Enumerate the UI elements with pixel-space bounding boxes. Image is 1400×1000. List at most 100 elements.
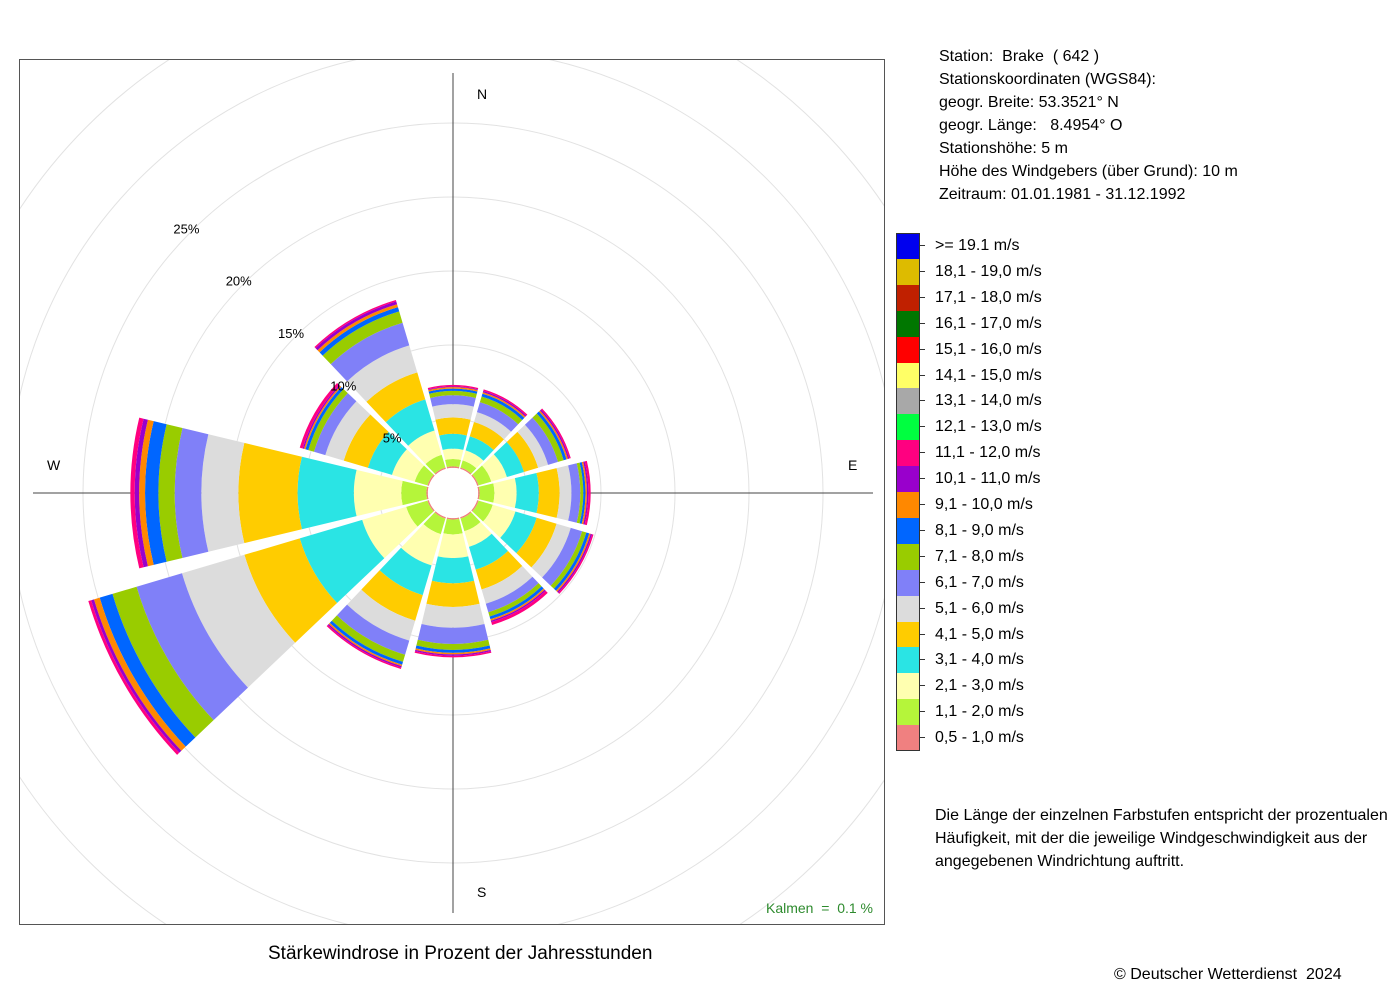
legend-swatch — [896, 621, 920, 648]
ring-label-25: 25% — [173, 221, 199, 236]
sector-wnw-class-4 — [367, 431, 407, 475]
sector-n-class-6 — [432, 404, 474, 420]
sector-ese-class-9 — [553, 532, 590, 591]
legend-label: 9,1 - 10,0 m/s — [935, 496, 1033, 513]
legend-label: 2,1 - 3,0 m/s — [935, 677, 1024, 695]
sector-sse-class-7 — [485, 576, 539, 613]
legend-tick — [920, 322, 925, 324]
legend-label: 16,1 - 17,0 m/s — [935, 314, 1042, 332]
sector-nne-class-8 — [479, 396, 523, 425]
sector-e-class-10 — [581, 461, 587, 525]
sector-sse-class-4 — [468, 533, 509, 570]
sector-w-class-8 — [158, 424, 183, 562]
sector-sse-class-5 — [475, 550, 523, 590]
sector-sse-class-8 — [488, 583, 542, 617]
legend-label: 10,1 - 11,0 m/s — [935, 470, 1041, 488]
sector-ssw-class-1 — [434, 511, 446, 519]
anemometer-height: Höhe des Windgebers (über Grund): 10 m — [939, 163, 1238, 180]
sector-ene-class-4 — [493, 442, 524, 478]
sector-nne-class-11 — [482, 390, 527, 417]
sector-w-class-6 — [201, 434, 245, 552]
sector-ese-class-7 — [542, 527, 583, 586]
legend-swatch — [896, 595, 920, 622]
legend-tick — [920, 659, 925, 661]
legend-item: 5,1 - 6,0 m/s — [896, 595, 1096, 622]
sector-e-class-3 — [493, 478, 517, 508]
sector-ene-class-7 — [524, 417, 559, 465]
sector-s-class-8 — [416, 639, 490, 650]
sector-nne-class-4 — [465, 436, 494, 461]
legend-tick — [920, 504, 925, 505]
chart-title: Stärkewindrose in Prozent der Jahresstun… — [268, 943, 653, 964]
legend-item: 4,1 - 5,0 m/s — [896, 621, 1096, 648]
station-coordinates-heading: Stationskoordinaten (WGS84): — [939, 71, 1156, 88]
legend-label: 12,1 - 13,0 m/s — [935, 418, 1042, 436]
legend-swatch — [896, 569, 920, 596]
sector-nne-class-1 — [460, 467, 472, 475]
sector-s-class-9 — [415, 645, 491, 653]
legend-label: 11,1 - 12,0 m/s — [935, 444, 1041, 462]
ring-label-5: 5% — [383, 431, 402, 446]
legend-label: 6,1 - 7,0 m/s — [935, 573, 1024, 591]
legend-label: 13,1 - 14,0 m/s — [935, 392, 1042, 410]
sector-nnw-class-5 — [366, 372, 426, 423]
legend-tick — [920, 711, 925, 713]
sector-s-class-4 — [431, 556, 475, 584]
sector-e-class-12 — [584, 460, 591, 526]
legend-label: >= 19.1 m/s — [935, 237, 1020, 254]
legend-label: 8,1 - 9,0 m/s — [935, 521, 1024, 539]
station-longitude: geogr. Länge: 8.4954° O — [939, 117, 1123, 134]
sector-ese-class-6 — [531, 523, 571, 578]
sector-ese-class-8 — [550, 531, 587, 589]
sector-nnw-class-9 — [319, 307, 400, 356]
legend-tick — [920, 400, 925, 402]
sector-nne-class-12 — [483, 389, 528, 416]
sector-ene-class-6 — [517, 424, 549, 468]
sector-nnw-class-8 — [322, 311, 403, 365]
sector-s-class-12 — [414, 651, 492, 658]
sector-nne-class-2 — [460, 460, 477, 474]
compass-label-south: S — [477, 884, 486, 900]
ring-label-15: 15% — [278, 326, 304, 341]
compass-label-east: E — [848, 457, 857, 473]
sector-ssw-class-6 — [347, 589, 416, 641]
sector-wnw-class-2 — [414, 465, 434, 486]
legend-tick — [920, 685, 925, 687]
legend-label: 5,1 - 6,0 m/s — [935, 599, 1024, 617]
sector-wsw-class-8 — [112, 586, 214, 738]
sector-wsw-class-2 — [406, 500, 434, 527]
sector-sse-class-1 — [460, 511, 472, 519]
sector-n-class-4 — [439, 433, 467, 450]
sector-nnw-class-7 — [330, 322, 410, 382]
station-elevation: Stationshöhe: 5 m — [939, 140, 1068, 157]
legend-tick — [920, 348, 925, 350]
sector-n-class-2 — [445, 458, 461, 468]
sector-ssw-class-2 — [423, 512, 446, 535]
sector-wsw-class-10 — [93, 597, 186, 751]
legend-swatch — [896, 492, 920, 518]
legend-swatch — [896, 725, 920, 752]
sector-ene-class-8 — [532, 413, 564, 462]
sector-sse-class-6 — [481, 566, 533, 604]
legend-label: 18,1 - 19,0 m/s — [935, 262, 1042, 280]
sector-s-class-1 — [446, 517, 460, 520]
ring-label-10: 10% — [330, 378, 356, 393]
legend-item: 7,1 - 8,0 m/s — [896, 543, 1096, 570]
legend-item: 14,1 - 15,0 m/s — [896, 362, 1096, 389]
sector-w-class-1 — [426, 486, 429, 500]
sector-e-class-5 — [536, 468, 560, 518]
legend-item: 6,1 - 7,0 m/s — [896, 569, 1096, 596]
sector-n-class-9 — [428, 388, 478, 394]
sector-ese-class-4 — [500, 511, 537, 554]
sector-n-class-11 — [428, 386, 478, 391]
sector-nne-class-9 — [481, 393, 525, 420]
sector-nne-class-10 — [482, 392, 526, 418]
sector-ene-class-2 — [472, 465, 492, 486]
legend-item: 9,1 - 10,0 m/s — [896, 492, 1096, 518]
legend-tick — [920, 245, 925, 246]
sector-wnw-class-7 — [313, 393, 357, 456]
sector-s-class-7 — [417, 623, 489, 644]
sector-nne-class-6 — [474, 412, 512, 440]
sector-sse-class-3 — [464, 521, 492, 547]
legend-item: 1,1 - 2,0 m/s — [896, 699, 1096, 726]
